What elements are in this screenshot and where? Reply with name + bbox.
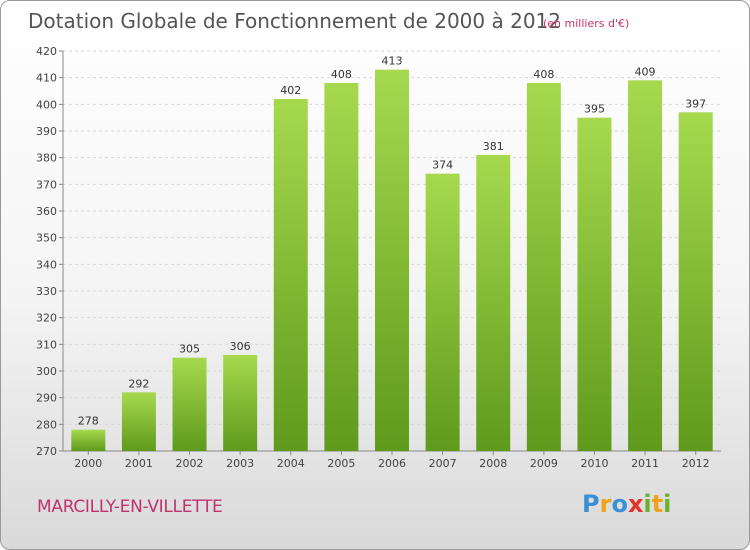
bar xyxy=(577,117,612,452)
data-label: 408 xyxy=(331,68,352,81)
data-label: 278 xyxy=(78,415,99,428)
data-label: 395 xyxy=(584,103,605,116)
bar xyxy=(526,83,561,451)
data-label: 397 xyxy=(685,97,706,110)
data-label: 409 xyxy=(635,65,656,78)
y-tick-label: 300 xyxy=(36,365,57,378)
bar xyxy=(71,429,106,451)
y-tick-label: 280 xyxy=(36,418,57,431)
y-tick-label: 360 xyxy=(36,205,57,218)
logo-letter: x xyxy=(627,490,644,518)
logo-letter: r xyxy=(599,490,612,518)
bar xyxy=(273,99,308,451)
x-tick-label: 2006 xyxy=(378,457,406,470)
x-tick-label: 2010 xyxy=(580,457,608,470)
bar xyxy=(628,80,663,451)
x-tick-label: 2008 xyxy=(479,457,507,470)
y-tick-label: 400 xyxy=(36,98,57,111)
y-tick-label: 370 xyxy=(36,178,57,191)
x-tick-label: 2007 xyxy=(429,457,457,470)
x-tick-label: 2001 xyxy=(125,457,153,470)
x-tick-label: 2004 xyxy=(277,457,305,470)
proxiti-logo[interactable]: Proxiti xyxy=(582,490,671,518)
data-label: 408 xyxy=(533,68,554,81)
data-label: 306 xyxy=(230,340,251,353)
chart-title: Dotation Globale de Fonctionnement de 20… xyxy=(28,9,561,33)
data-label: 402 xyxy=(280,84,301,97)
data-labels: 278 292 305 306 402 408 413 374 381 408 395 409 397 xyxy=(78,55,706,428)
data-label: 305 xyxy=(179,343,200,356)
x-tick-label: 2012 xyxy=(682,457,710,470)
logo-letter: t xyxy=(651,490,664,518)
y-tick-label: 380 xyxy=(36,152,57,165)
y-tick-label: 310 xyxy=(36,338,57,351)
bars xyxy=(71,69,713,452)
bar xyxy=(476,155,511,451)
y-tick-label: 290 xyxy=(36,392,57,405)
x-tick-label: 2000 xyxy=(74,457,102,470)
bar xyxy=(425,173,460,451)
bar xyxy=(172,357,207,451)
x-tick-label: 2002 xyxy=(176,457,204,470)
y-tick-label: 320 xyxy=(36,312,57,325)
x-tick-label: 2005 xyxy=(327,457,355,470)
data-label: 413 xyxy=(382,55,403,68)
logo-letter: P xyxy=(582,490,600,518)
bar xyxy=(223,355,258,451)
x-tick-labels: 2000 2001 2002 2003 2004 2005 2006 2007 2008 2009… xyxy=(74,451,710,470)
y-tick-label: 270 xyxy=(36,445,57,458)
commune-name: MARCILLY-EN-VILLETTE xyxy=(37,497,223,517)
data-label: 381 xyxy=(483,140,504,153)
logo-letter: o xyxy=(611,490,628,518)
x-tick-label: 2011 xyxy=(631,457,659,470)
bar xyxy=(121,392,156,451)
chart-subtitle: (en milliers d'€) xyxy=(543,17,630,30)
y-tick-label: 390 xyxy=(36,125,57,138)
y-tick-label: 420 xyxy=(36,45,57,58)
y-tick-label: 410 xyxy=(36,72,57,85)
x-tick-label: 2009 xyxy=(530,457,558,470)
data-label: 374 xyxy=(432,159,453,172)
y-tick-labels: 270 280 290 300 310 320 330 340 350 360 370 380 390 4… xyxy=(36,45,57,458)
y-tick-label: 330 xyxy=(36,285,57,298)
bar xyxy=(324,83,359,451)
bar xyxy=(678,112,713,451)
bar xyxy=(375,69,409,452)
y-tick-label: 350 xyxy=(36,232,57,245)
logo-letter: i xyxy=(643,490,652,518)
y-tick-label: 340 xyxy=(36,258,57,271)
x-tick-label: 2003 xyxy=(226,457,254,470)
data-label: 292 xyxy=(128,377,149,390)
logo-letter: i xyxy=(663,490,672,518)
